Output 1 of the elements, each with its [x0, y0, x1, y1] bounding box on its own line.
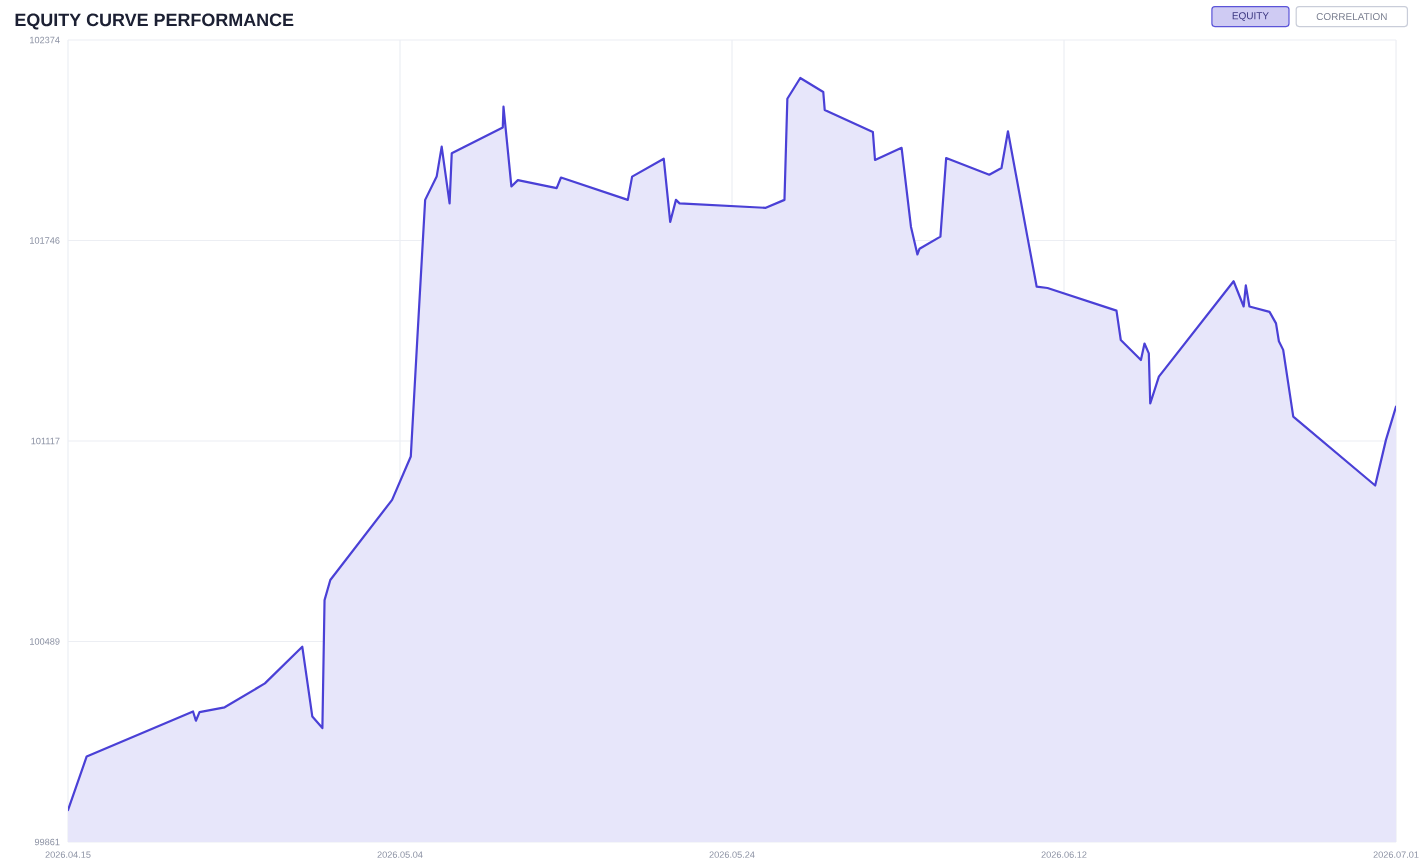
- chart-title: EQUITY CURVE PERFORMANCE: [15, 13, 294, 30]
